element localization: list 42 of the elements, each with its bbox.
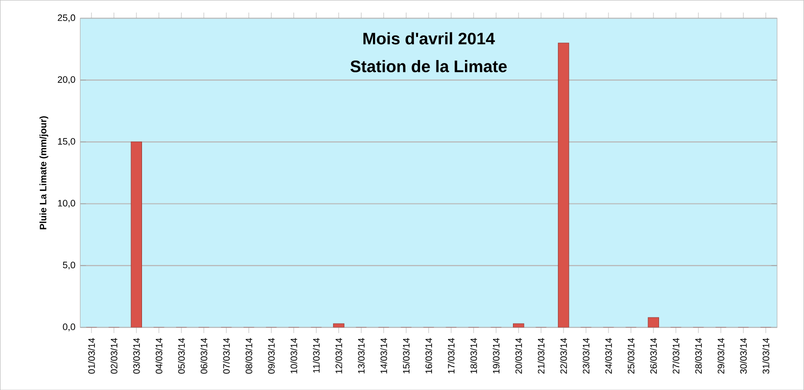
x-tick-label: 14/03/14	[380, 338, 388, 374]
x-tick-label: 31/03/14	[762, 338, 770, 374]
y-tick-label: 10,0	[58, 200, 76, 208]
x-tick-label: 24/03/14	[605, 338, 612, 374]
x-tick-label: 05/03/14	[178, 338, 185, 374]
x-tick-label: 10/03/14	[290, 338, 298, 374]
y-tick-label: 20,0	[58, 76, 76, 84]
x-tick-label: 17/03/14	[448, 338, 455, 374]
text: Station de la Limate	[350, 60, 507, 72]
x-tick-label: 18/03/14	[470, 338, 478, 374]
x-tick-label: 07/03/14	[222, 338, 230, 374]
x-tick-label: 03/03/14	[133, 338, 140, 374]
x-tick-label: 08/03/14	[245, 338, 252, 374]
bar	[130, 142, 142, 328]
x-tick-label: 22/03/14	[560, 338, 567, 374]
y-axis-title: Pluie La Limate (mm/jour)	[40, 116, 48, 230]
x-tick-label: 09/03/14	[268, 338, 275, 374]
x-tick-label: 28/03/14	[694, 338, 702, 374]
x-tick-label: 23/03/14	[582, 338, 590, 374]
x-tick-label: 21/03/14	[538, 338, 544, 374]
x-tick-label: 16/03/14	[425, 338, 432, 374]
x-tick-label: 13/03/14	[358, 338, 365, 374]
y-tick-label: 15,0	[58, 138, 76, 146]
x-tick-label: 30/03/14	[740, 338, 747, 374]
text: Mois d'avril 2014	[363, 32, 495, 44]
x-tick-label: 01/03/14	[88, 338, 95, 374]
x-tick-label: 19/03/14	[492, 338, 500, 374]
x-tick-label: 27/03/14	[672, 338, 680, 374]
x-tick-label: 20/03/14	[515, 338, 522, 374]
y-tick-label: 5,0	[62, 262, 76, 270]
x-tick-label: 11/03/14	[312, 338, 320, 373]
x-tick-label: 06/03/14	[200, 338, 208, 374]
x-tick-label: 15/03/14	[402, 338, 410, 374]
bar	[558, 42, 570, 328]
x-tick-label: 04/03/14	[155, 338, 162, 374]
x-tick-label: 26/03/14	[650, 338, 657, 374]
x-tick-label: 29/03/14	[717, 338, 724, 374]
y-tick-label: 0,0	[62, 323, 76, 332]
x-tick-label: 02/03/14	[110, 338, 118, 374]
y-tick-label: 25,0	[58, 14, 76, 22]
x-tick-label: 12/03/14	[335, 338, 342, 374]
x-tick-label: 25/03/14	[628, 338, 634, 374]
